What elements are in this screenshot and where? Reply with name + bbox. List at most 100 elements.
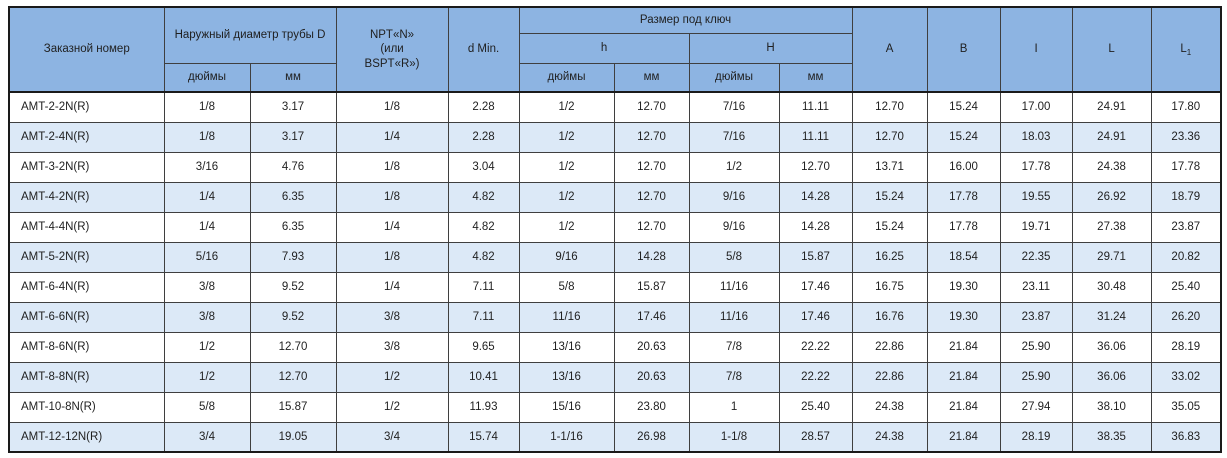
dimension-value-cell: 21.84 — [926, 391, 1001, 423]
dimension-value-cell: 16.25 — [851, 241, 928, 273]
dimension-value-cell: 3.17 — [249, 121, 337, 153]
table-row: AMT-3-2N(R) 3/16 4.76 1/8 3.04 1/2 12.70 1/2 12.… — [8, 151, 1222, 183]
header-cap-h-group: H — [688, 32, 853, 64]
dimension-value-cell: 1-1/16 — [518, 421, 615, 453]
dimension-value-cell: 12.70 — [613, 211, 690, 243]
dimension-value-cell: 25.40 — [778, 391, 853, 423]
dimension-value-cell: 12.70 — [613, 91, 690, 123]
table-row: AMT-8-6N(R) 1/2 12.70 3/8 9.65 13/16 20.63 7/8 2… — [8, 331, 1222, 363]
header-cap-h-mm: мм — [778, 62, 853, 93]
dimension-value-cell: 19.05 — [249, 421, 337, 453]
order-number-cell: AMT-2-4N(R) — [8, 121, 165, 153]
dimension-value-cell: 3/16 — [163, 151, 251, 183]
dimension-value-cell: 13/16 — [518, 361, 615, 393]
dimension-value-cell: 21.84 — [926, 421, 1001, 453]
header-h-mm: мм — [613, 62, 690, 93]
dimension-value-cell: 16.76 — [851, 301, 928, 333]
header-h-inches: дюймы — [518, 62, 615, 93]
dimension-value-cell: 2.28 — [447, 121, 520, 153]
dimension-value-cell: 3.17 — [249, 91, 337, 123]
dimension-value-cell: 15.74 — [447, 421, 520, 453]
dimension-value-cell: 12.70 — [613, 121, 690, 153]
dimension-value-cell: 26.20 — [1150, 301, 1222, 333]
header-npt: NPT«N» (или BSPT«R») — [335, 6, 449, 93]
dimension-value-cell: 11/16 — [518, 301, 615, 333]
dimension-value-cell: 11/16 — [688, 301, 780, 333]
dimension-value-cell: 7/16 — [688, 91, 780, 123]
dimension-value-cell: 14.28 — [778, 181, 853, 213]
dimension-value-cell: 21.84 — [926, 331, 1001, 363]
dimension-value-cell: 1/2 — [163, 331, 251, 363]
dimension-value-cell: 3/4 — [163, 421, 251, 453]
dimension-value-cell: 15/16 — [518, 391, 615, 423]
dimension-value-cell: 7/16 — [688, 121, 780, 153]
dimension-value-cell: 38.10 — [1071, 391, 1152, 423]
order-number-cell: AMT-10-8N(R) — [8, 391, 165, 423]
dimension-value-cell: 12.70 — [613, 181, 690, 213]
dimension-value-cell: 29.71 — [1071, 241, 1152, 273]
dimension-value-cell: 22.86 — [851, 331, 928, 363]
dimension-value-cell: 22.86 — [851, 361, 928, 393]
dimension-value-cell: 14.28 — [613, 241, 690, 273]
dimension-value-cell: 15.87 — [613, 271, 690, 303]
dimension-value-cell: 18.03 — [999, 121, 1073, 153]
dimension-value-cell: 24.38 — [851, 391, 928, 423]
dimension-value-cell: 11/16 — [688, 271, 780, 303]
dimension-value-cell: 17.46 — [778, 301, 853, 333]
dimension-value-cell: 1/8 — [163, 121, 251, 153]
order-number-cell: AMT-6-4N(R) — [8, 271, 165, 303]
table-row: AMT-8-8N(R) 1/2 12.70 1/2 10.41 13/16 20.63 7/8… — [8, 361, 1222, 393]
dimension-value-cell: 6.35 — [249, 211, 337, 243]
header-col-a: A — [851, 6, 928, 93]
header-col-i: I — [999, 6, 1073, 93]
dimension-value-cell: 15.24 — [926, 91, 1001, 123]
header-col-l1: L1 — [1150, 6, 1222, 93]
dimension-value-cell: 15.24 — [926, 121, 1001, 153]
dimension-value-cell: 22.22 — [778, 361, 853, 393]
dimension-value-cell: 4.76 — [249, 151, 337, 183]
dimension-value-cell: 20.63 — [613, 361, 690, 393]
table-row: AMT-2-2N(R) 1/8 3.17 1/8 2.28 1/2 12.70 7/16 11.… — [8, 91, 1222, 123]
order-number-cell: AMT-5-2N(R) — [8, 241, 165, 273]
dimension-value-cell: 17.00 — [999, 91, 1073, 123]
dimension-value-cell: 1/2 — [518, 151, 615, 183]
dimension-value-cell: 26.92 — [1071, 181, 1152, 213]
dimension-value-cell: 7/8 — [688, 331, 780, 363]
dimension-value-cell: 23.87 — [1150, 211, 1222, 243]
dimension-value-cell: 12.70 — [613, 151, 690, 183]
dimension-value-cell: 5/16 — [163, 241, 251, 273]
order-number-cell: AMT-6-6N(R) — [8, 301, 165, 333]
dimension-value-cell: 1/2 — [688, 151, 780, 183]
dimension-value-cell: 4.82 — [447, 181, 520, 213]
dimension-value-cell: 9/16 — [518, 241, 615, 273]
table-row: AMT-6-4N(R) 3/8 9.52 1/4 7.11 5/8 15.87 11/16 17… — [8, 271, 1222, 303]
table-row: AMT-4-4N(R) 1/4 6.35 1/4 4.82 1/2 12.70 9/16 14.… — [8, 211, 1222, 243]
dimension-value-cell: 15.87 — [778, 241, 853, 273]
dimension-value-cell: 1/2 — [335, 391, 449, 423]
dimension-value-cell: 23.87 — [999, 301, 1073, 333]
dimension-value-cell: 28.19 — [1150, 331, 1222, 363]
dimension-value-cell: 26.98 — [613, 421, 690, 453]
header-d-inches: дюймы — [163, 62, 251, 93]
dimension-value-cell: 38.35 — [1071, 421, 1152, 453]
dimension-value-cell: 31.24 — [1071, 301, 1152, 333]
table-body: AMT-2-2N(R) 1/8 3.17 1/8 2.28 1/2 12.70 7/16 11.… — [8, 91, 1222, 453]
order-number-cell: AMT-2-2N(R) — [8, 91, 165, 123]
dimension-value-cell: 15.24 — [851, 211, 928, 243]
dimension-value-cell: 24.38 — [851, 421, 928, 453]
dimension-value-cell: 28.57 — [778, 421, 853, 453]
dimension-value-cell: 7.93 — [249, 241, 337, 273]
dimension-value-cell: 27.94 — [999, 391, 1073, 423]
dimension-value-cell: 12.70 — [851, 121, 928, 153]
header-d-mm: мм — [249, 62, 337, 93]
dimension-value-cell: 9/16 — [688, 181, 780, 213]
dimension-value-cell: 1/2 — [518, 91, 615, 123]
dimension-value-cell: 2.28 — [447, 91, 520, 123]
header-outer-diameter-group: Наружный диаметр трубы D — [163, 6, 337, 64]
dimension-value-cell: 36.06 — [1071, 361, 1152, 393]
dimension-value-cell: 1/4 — [335, 211, 449, 243]
dimension-value-cell: 3.04 — [447, 151, 520, 183]
dimension-value-cell: 12.70 — [851, 91, 928, 123]
dimension-value-cell: 18.79 — [1150, 181, 1222, 213]
order-number-cell: AMT-4-2N(R) — [8, 181, 165, 213]
